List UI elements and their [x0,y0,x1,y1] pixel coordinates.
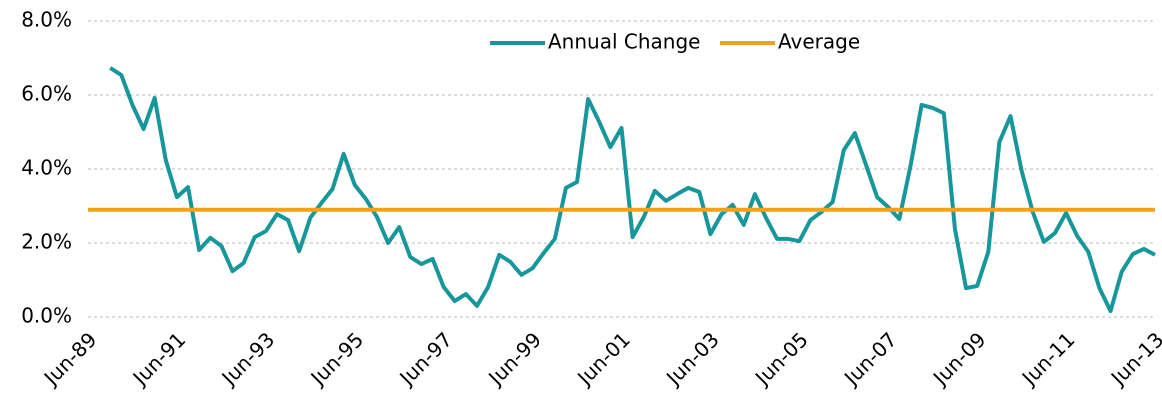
x-tick-label: Jun-03 [660,327,724,391]
x-tick-label: Jun-89 [38,327,102,391]
x-tick-label: Jun-91 [127,327,191,391]
x-tick-label: Jun-99 [482,327,546,391]
y-tick-label: 2.0% [21,230,72,254]
y-tick-label: 4.0% [21,156,72,180]
y-tick-label: 6.0% [21,82,72,106]
x-tick-label: Jun-05 [749,327,813,391]
legend-label: Annual Change [548,30,700,54]
y-tick-label: 8.0% [21,8,72,32]
x-tick-label: Jun-95 [305,327,369,391]
x-tick-label: Jun-09 [927,327,991,391]
x-tick-label: Jun-13 [1105,327,1162,391]
x-tick-label: Jun-11 [1016,327,1080,391]
x-tick-label: Jun-07 [838,327,902,391]
x-tick-label: Jun-93 [216,327,280,391]
y-tick-label: 0.0% [21,304,72,328]
x-tick-label: Jun-97 [394,327,458,391]
x-tick-label: Jun-01 [571,327,635,391]
legend-label: Average [778,30,860,54]
series-line [109,66,1156,314]
